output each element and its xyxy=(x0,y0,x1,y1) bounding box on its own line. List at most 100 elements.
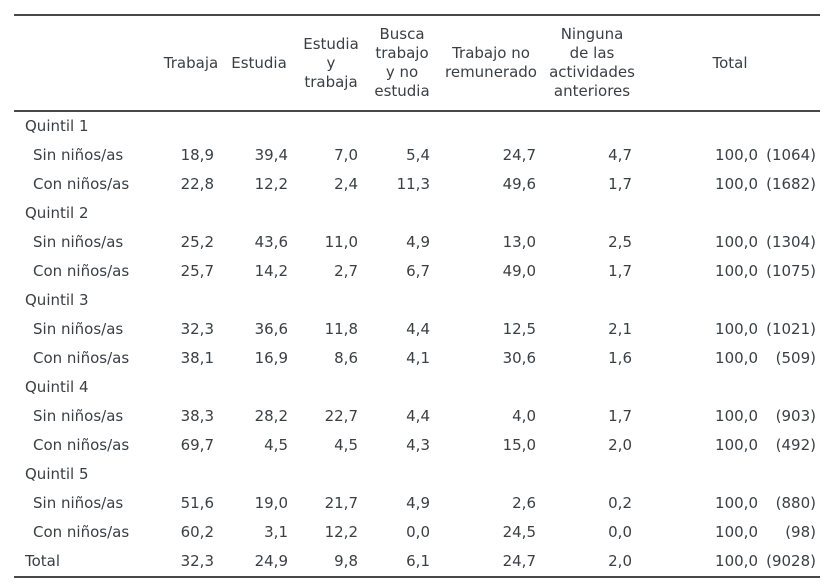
value-cell-total: 100,0 (1075) xyxy=(640,257,820,286)
value-cell-total: 100,0 (880) xyxy=(640,489,820,518)
value-cell-estudia: 19,0 xyxy=(254,494,288,512)
value-cell-estudia_y_trabaja: 11,8 xyxy=(324,320,358,338)
value-cell-estudia: 12,2 xyxy=(254,175,288,193)
value-cell-trabajo_no_remunerado: 13,0 xyxy=(502,233,536,251)
total-percent: 100,0 xyxy=(715,436,758,454)
value-cell-ninguna_de_las_actividades_anteriores: 0,2 xyxy=(608,494,632,512)
value-cell-estudia_y_trabaja: 9,8 xyxy=(334,552,358,570)
group-label: Quintil 4 xyxy=(25,378,89,396)
value-cell-total: 100,0 (9028) xyxy=(640,547,820,577)
value-cell-estudia_y_trabaja: 2,4 xyxy=(334,175,358,193)
value-cell-ninguna_de_las_actividades_anteriores: 1,7 xyxy=(608,262,632,280)
value-cell-trabajo_no_remunerado: 12,5 xyxy=(502,320,536,338)
column-header-estudia: Estudia xyxy=(222,15,296,112)
value-cell-trabajo_no_remunerado: 49,6 xyxy=(502,175,536,193)
total-row: Total 32,3 24,9 9,8 6,1 24,7 2,0 100,0 (9028) xyxy=(14,547,820,577)
value-cell-trabajo_no_remunerado: 2,6 xyxy=(512,494,536,512)
value-cell-ninguna_de_las_actividades_anteriores: 0,0 xyxy=(608,523,632,541)
table-body: Quintil 1 Sin niños/as 18,9 39,4 7,0 5,4 24,7 4… xyxy=(14,111,820,577)
value-cell-estudia: 43,6 xyxy=(254,233,288,251)
value-cell-estudia: 14,2 xyxy=(254,262,288,280)
table-row: Con niños/as 25,7 14,2 2,7 6,7 49,0 1,7 100,0 (1… xyxy=(14,257,820,286)
value-cell-ninguna_de_las_actividades_anteriores: 4,7 xyxy=(608,146,632,164)
value-cell-estudia: 28,2 xyxy=(254,407,288,425)
total-count: (903) xyxy=(775,407,816,425)
value-cell-total: 100,0 (903) xyxy=(640,402,820,431)
value-cell-busca_trabajo_y_no_estudia: 4,9 xyxy=(406,494,430,512)
value-cell-estudia_y_trabaja: 8,6 xyxy=(334,349,358,367)
value-cell-busca_trabajo_y_no_estudia: 6,7 xyxy=(406,262,430,280)
quintile-group-row: Quintil 1 xyxy=(14,111,820,141)
table-row: Sin niños/as 25,2 43,6 11,0 4,9 13,0 2,5 100,0 (… xyxy=(14,228,820,257)
table-row: Sin niños/as 32,3 36,6 11,8 4,4 12,5 2,1 100,0 (… xyxy=(14,315,820,344)
value-cell-estudia_y_trabaja: 21,7 xyxy=(324,494,358,512)
corner-header xyxy=(14,15,160,112)
value-cell-ninguna_de_las_actividades_anteriores: 2,1 xyxy=(608,320,632,338)
total-percent: 100,0 xyxy=(715,146,758,164)
value-cell-trabajo_no_remunerado: 24,7 xyxy=(502,146,536,164)
table-row: Con niños/as 22,8 12,2 2,4 11,3 49,6 1,7 100,0 (… xyxy=(14,170,820,199)
value-cell-trabaja: 18,9 xyxy=(180,146,214,164)
value-cell-estudia_y_trabaja: 2,7 xyxy=(334,262,358,280)
row-label: Con niños/as xyxy=(33,349,130,367)
value-cell-ninguna_de_las_actividades_anteriores: 2,0 xyxy=(608,436,632,454)
value-cell-total: 100,0 (1064) xyxy=(640,141,820,170)
value-cell-trabaja: 22,8 xyxy=(180,175,214,193)
value-cell-busca_trabajo_y_no_estudia: 4,1 xyxy=(406,349,430,367)
group-label: Quintil 5 xyxy=(25,465,89,483)
total-count: (880) xyxy=(775,494,816,512)
total-percent: 100,0 xyxy=(715,552,758,570)
value-cell-trabaja: 51,6 xyxy=(180,494,214,512)
value-cell-total: 100,0 (509) xyxy=(640,344,820,373)
value-cell-trabaja: 32,3 xyxy=(180,552,214,570)
table-row: Sin niños/as 18,9 39,4 7,0 5,4 24,7 4,7 100,0 (1… xyxy=(14,141,820,170)
column-header-estudia_y_trabaja: Estudia y trabaja xyxy=(296,15,366,112)
value-cell-trabajo_no_remunerado: 24,5 xyxy=(502,523,536,541)
row-label: Sin niños/as xyxy=(33,494,124,512)
row-label: Sin niños/as xyxy=(33,320,124,338)
value-cell-busca_trabajo_y_no_estudia: 0,0 xyxy=(406,523,430,541)
row-label: Sin niños/as xyxy=(33,233,124,251)
value-cell-estudia_y_trabaja: 12,2 xyxy=(324,523,358,541)
value-cell-estudia_y_trabaja: 11,0 xyxy=(324,233,358,251)
total-percent: 100,0 xyxy=(715,349,758,367)
value-cell-trabaja: 60,2 xyxy=(180,523,214,541)
value-cell-estudia: 16,9 xyxy=(254,349,288,367)
quintile-group-row: Quintil 2 xyxy=(14,199,820,228)
value-cell-trabaja: 69,7 xyxy=(180,436,214,454)
value-cell-estudia: 4,5 xyxy=(264,436,288,454)
total-percent: 100,0 xyxy=(715,262,758,280)
table-row: Con niños/as 69,7 4,5 4,5 4,3 15,0 2,0 100,0 (49… xyxy=(14,431,820,460)
value-cell-busca_trabajo_y_no_estudia: 4,4 xyxy=(406,320,430,338)
column-header-busca_trabajo_y_no_estudia: Busca trabajo y no estudia xyxy=(366,15,438,112)
table-row: Sin niños/as 38,3 28,2 22,7 4,4 4,0 1,7 100,0 (9… xyxy=(14,402,820,431)
quintile-group-row: Quintil 5 xyxy=(14,460,820,489)
value-cell-ninguna_de_las_actividades_anteriores: 1,7 xyxy=(608,175,632,193)
total-percent: 100,0 xyxy=(715,523,758,541)
row-label: Sin niños/as xyxy=(33,146,124,164)
value-cell-total: 100,0 (492) xyxy=(640,431,820,460)
total-count: (9028) xyxy=(766,552,816,570)
row-label: Con niños/as xyxy=(33,436,130,454)
value-cell-ninguna_de_las_actividades_anteriores: 2,0 xyxy=(608,552,632,570)
row-label: Total xyxy=(25,552,61,570)
value-cell-total: 100,0 (1304) xyxy=(640,228,820,257)
total-percent: 100,0 xyxy=(715,233,758,251)
value-cell-busca_trabajo_y_no_estudia: 4,3 xyxy=(406,436,430,454)
group-label: Quintil 2 xyxy=(25,204,89,222)
value-cell-estudia: 3,1 xyxy=(264,523,288,541)
column-header-trabajo_no_remunerado: Trabajo no remunerado xyxy=(438,15,544,112)
value-cell-trabaja: 32,3 xyxy=(180,320,214,338)
total-count: (1064) xyxy=(766,146,816,164)
value-cell-busca_trabajo_y_no_estudia: 4,4 xyxy=(406,407,430,425)
row-label: Con niños/as xyxy=(33,175,130,193)
quintile-group-row: Quintil 3 xyxy=(14,286,820,315)
value-cell-total: 100,0 (98) xyxy=(640,518,820,547)
table-header: Trabaja Estudia Estudia y trabaja Busca tra… xyxy=(14,15,820,112)
total-percent: 100,0 xyxy=(715,175,758,193)
value-cell-trabaja: 38,3 xyxy=(180,407,214,425)
value-cell-total: 100,0 (1682) xyxy=(640,170,820,199)
value-cell-ninguna_de_las_actividades_anteriores: 2,5 xyxy=(608,233,632,251)
total-count: (1075) xyxy=(766,262,816,280)
value-cell-estudia_y_trabaja: 22,7 xyxy=(324,407,358,425)
